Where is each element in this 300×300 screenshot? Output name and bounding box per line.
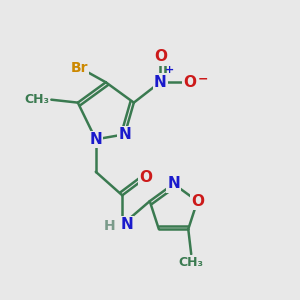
Text: H: H xyxy=(104,219,116,233)
Text: O: O xyxy=(139,170,152,185)
Text: N: N xyxy=(118,127,131,142)
Text: CH₃: CH₃ xyxy=(179,256,204,268)
Text: N: N xyxy=(120,217,133,232)
Text: CH₃: CH₃ xyxy=(25,93,50,106)
Text: Br: Br xyxy=(70,61,88,75)
Text: N: N xyxy=(89,132,102,147)
Text: O: O xyxy=(183,74,196,89)
Text: O: O xyxy=(154,50,167,64)
Text: N: N xyxy=(167,176,180,191)
Text: O: O xyxy=(191,194,204,209)
Text: N: N xyxy=(154,74,167,89)
Text: +: + xyxy=(165,64,174,75)
Text: −: − xyxy=(198,73,208,85)
